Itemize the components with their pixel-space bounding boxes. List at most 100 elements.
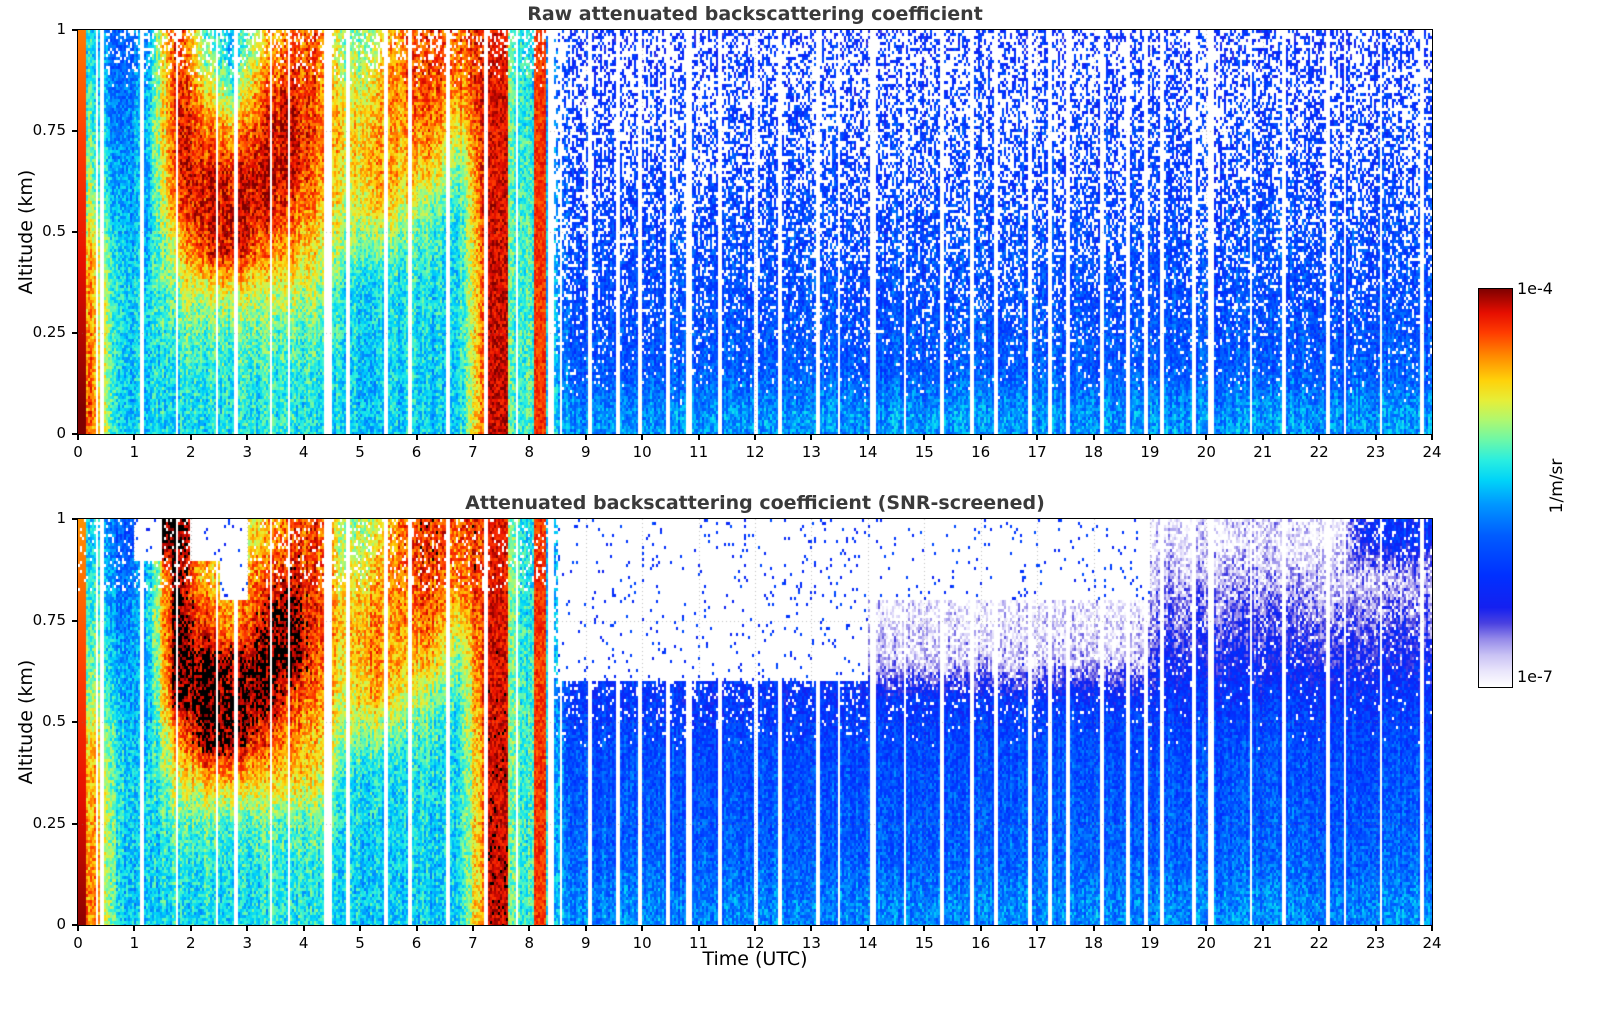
x-tick-label: 24: [1422, 934, 1442, 952]
y-tick-mark: [72, 332, 78, 334]
x-tick-label: 19: [1140, 934, 1160, 952]
raw-backscatter-heatmap: [77, 29, 1433, 435]
y-tick-label: 0: [56, 915, 66, 933]
x-tick-mark: [584, 926, 587, 931]
x-tick-label: 9: [580, 443, 591, 461]
x-tick-label: 17: [1027, 934, 1047, 952]
x-tick-label: 8: [524, 934, 535, 952]
x-tick-mark: [77, 435, 79, 440]
x-tick-mark: [415, 926, 418, 931]
x-tick-label: 8: [524, 443, 535, 461]
x-tick-mark: [77, 926, 79, 931]
x-tick-mark: [979, 435, 982, 440]
x-tick-mark: [528, 435, 531, 440]
x-tick-mark: [810, 435, 813, 440]
x-tick-mark: [1374, 926, 1377, 931]
x-tick-label: 18: [1083, 443, 1104, 461]
x-tick-mark: [133, 926, 136, 931]
x-tick-mark: [697, 926, 700, 931]
y-tick-label: 0: [56, 424, 66, 442]
x-tick-label: 16: [971, 934, 991, 952]
colorbar-max-label: 1e-4: [1517, 279, 1553, 298]
x-tick-label: 24: [1422, 443, 1442, 461]
bottom-panel-title: Attenuated backscattering coefficient (S…: [465, 492, 1045, 514]
x-tick-mark: [246, 926, 249, 931]
x-tick-mark: [415, 435, 418, 440]
x-tick-mark: [754, 926, 756, 931]
x-tick-mark: [1261, 926, 1264, 931]
x-tick-label: 2: [186, 934, 196, 952]
x-tick-mark: [189, 926, 192, 931]
x-tick-mark: [923, 435, 926, 440]
x-tick-mark: [1374, 435, 1377, 440]
x-tick-mark: [1261, 435, 1264, 440]
x-tick-label: 5: [355, 934, 365, 952]
x-tick-label: 11: [689, 934, 709, 952]
x-tick-mark: [697, 435, 700, 440]
screened-backscatter-heatmap: [77, 518, 1433, 926]
y-tick-mark: [72, 433, 78, 435]
y-tick-label: 0.5: [42, 712, 66, 730]
y-tick-mark: [72, 231, 78, 233]
x-tick-mark: [1205, 435, 1208, 440]
y-tick-label: 1: [56, 20, 66, 38]
x-tick-label: 2: [186, 443, 196, 461]
x-tick-label: 13: [801, 934, 821, 952]
x-tick-label: 3: [242, 443, 253, 461]
x-tick-label: 19: [1140, 443, 1160, 461]
x-tick-mark: [302, 926, 305, 931]
y-tick-mark: [72, 721, 78, 723]
y-tick-label: 1: [56, 509, 66, 527]
x-tick-label: 12: [745, 443, 765, 461]
x-tick-mark: [1318, 435, 1321, 440]
x-tick-label: 1: [129, 934, 140, 952]
x-tick-mark: [528, 926, 531, 931]
x-tick-label: 20: [1196, 443, 1216, 461]
x-tick-mark: [866, 926, 869, 931]
x-tick-label: 20: [1196, 934, 1216, 952]
x-tick-label: 18: [1083, 934, 1104, 952]
x-tick-mark: [1092, 926, 1095, 931]
x-axis-label: Time (UTC): [702, 948, 808, 970]
y-tick-label: 0.75: [32, 610, 66, 629]
x-tick-label: 7: [468, 443, 478, 461]
x-tick-label: 15: [914, 443, 934, 461]
x-tick-label: 5: [355, 443, 365, 461]
x-tick-label: 0: [73, 443, 83, 461]
x-tick-mark: [641, 926, 644, 931]
x-tick-mark: [1036, 926, 1039, 931]
y-tick-mark: [72, 518, 78, 520]
x-tick-mark: [754, 435, 756, 440]
x-tick-mark: [866, 435, 869, 440]
x-tick-label: 6: [411, 443, 422, 461]
colorbar-units-label: 1/m/sr: [1547, 458, 1567, 514]
x-tick-mark: [979, 926, 982, 931]
colorbar-min-label: 1e-7: [1517, 667, 1553, 686]
x-tick-label: 10: [632, 443, 652, 461]
x-tick-label: 6: [411, 934, 422, 952]
x-tick-mark: [1148, 926, 1151, 931]
x-tick-label: 7: [468, 934, 478, 952]
top-panel-title: Raw attenuated backscattering coefficien…: [527, 3, 983, 25]
y-tick-mark: [72, 29, 78, 31]
x-tick-mark: [1431, 435, 1433, 440]
y-tick-label: 0.25: [32, 323, 66, 341]
x-tick-label: 0: [73, 934, 83, 952]
x-tick-label: 22: [1309, 934, 1329, 952]
x-tick-mark: [641, 435, 644, 440]
y-tick-label: 0.25: [32, 813, 66, 832]
x-tick-mark: [1092, 435, 1095, 440]
y-tick-mark: [72, 619, 78, 622]
colorbar: [1478, 288, 1513, 688]
x-tick-label: 4: [298, 934, 309, 952]
x-tick-label: 12: [745, 934, 765, 952]
x-tick-mark: [471, 435, 474, 440]
x-tick-label: 21: [1253, 934, 1273, 952]
x-tick-mark: [359, 435, 362, 440]
x-tick-mark: [584, 435, 587, 440]
x-tick-label: 3: [242, 934, 253, 952]
x-tick-mark: [1318, 926, 1321, 931]
x-tick-label: 22: [1309, 443, 1329, 461]
x-tick-mark: [302, 435, 305, 440]
